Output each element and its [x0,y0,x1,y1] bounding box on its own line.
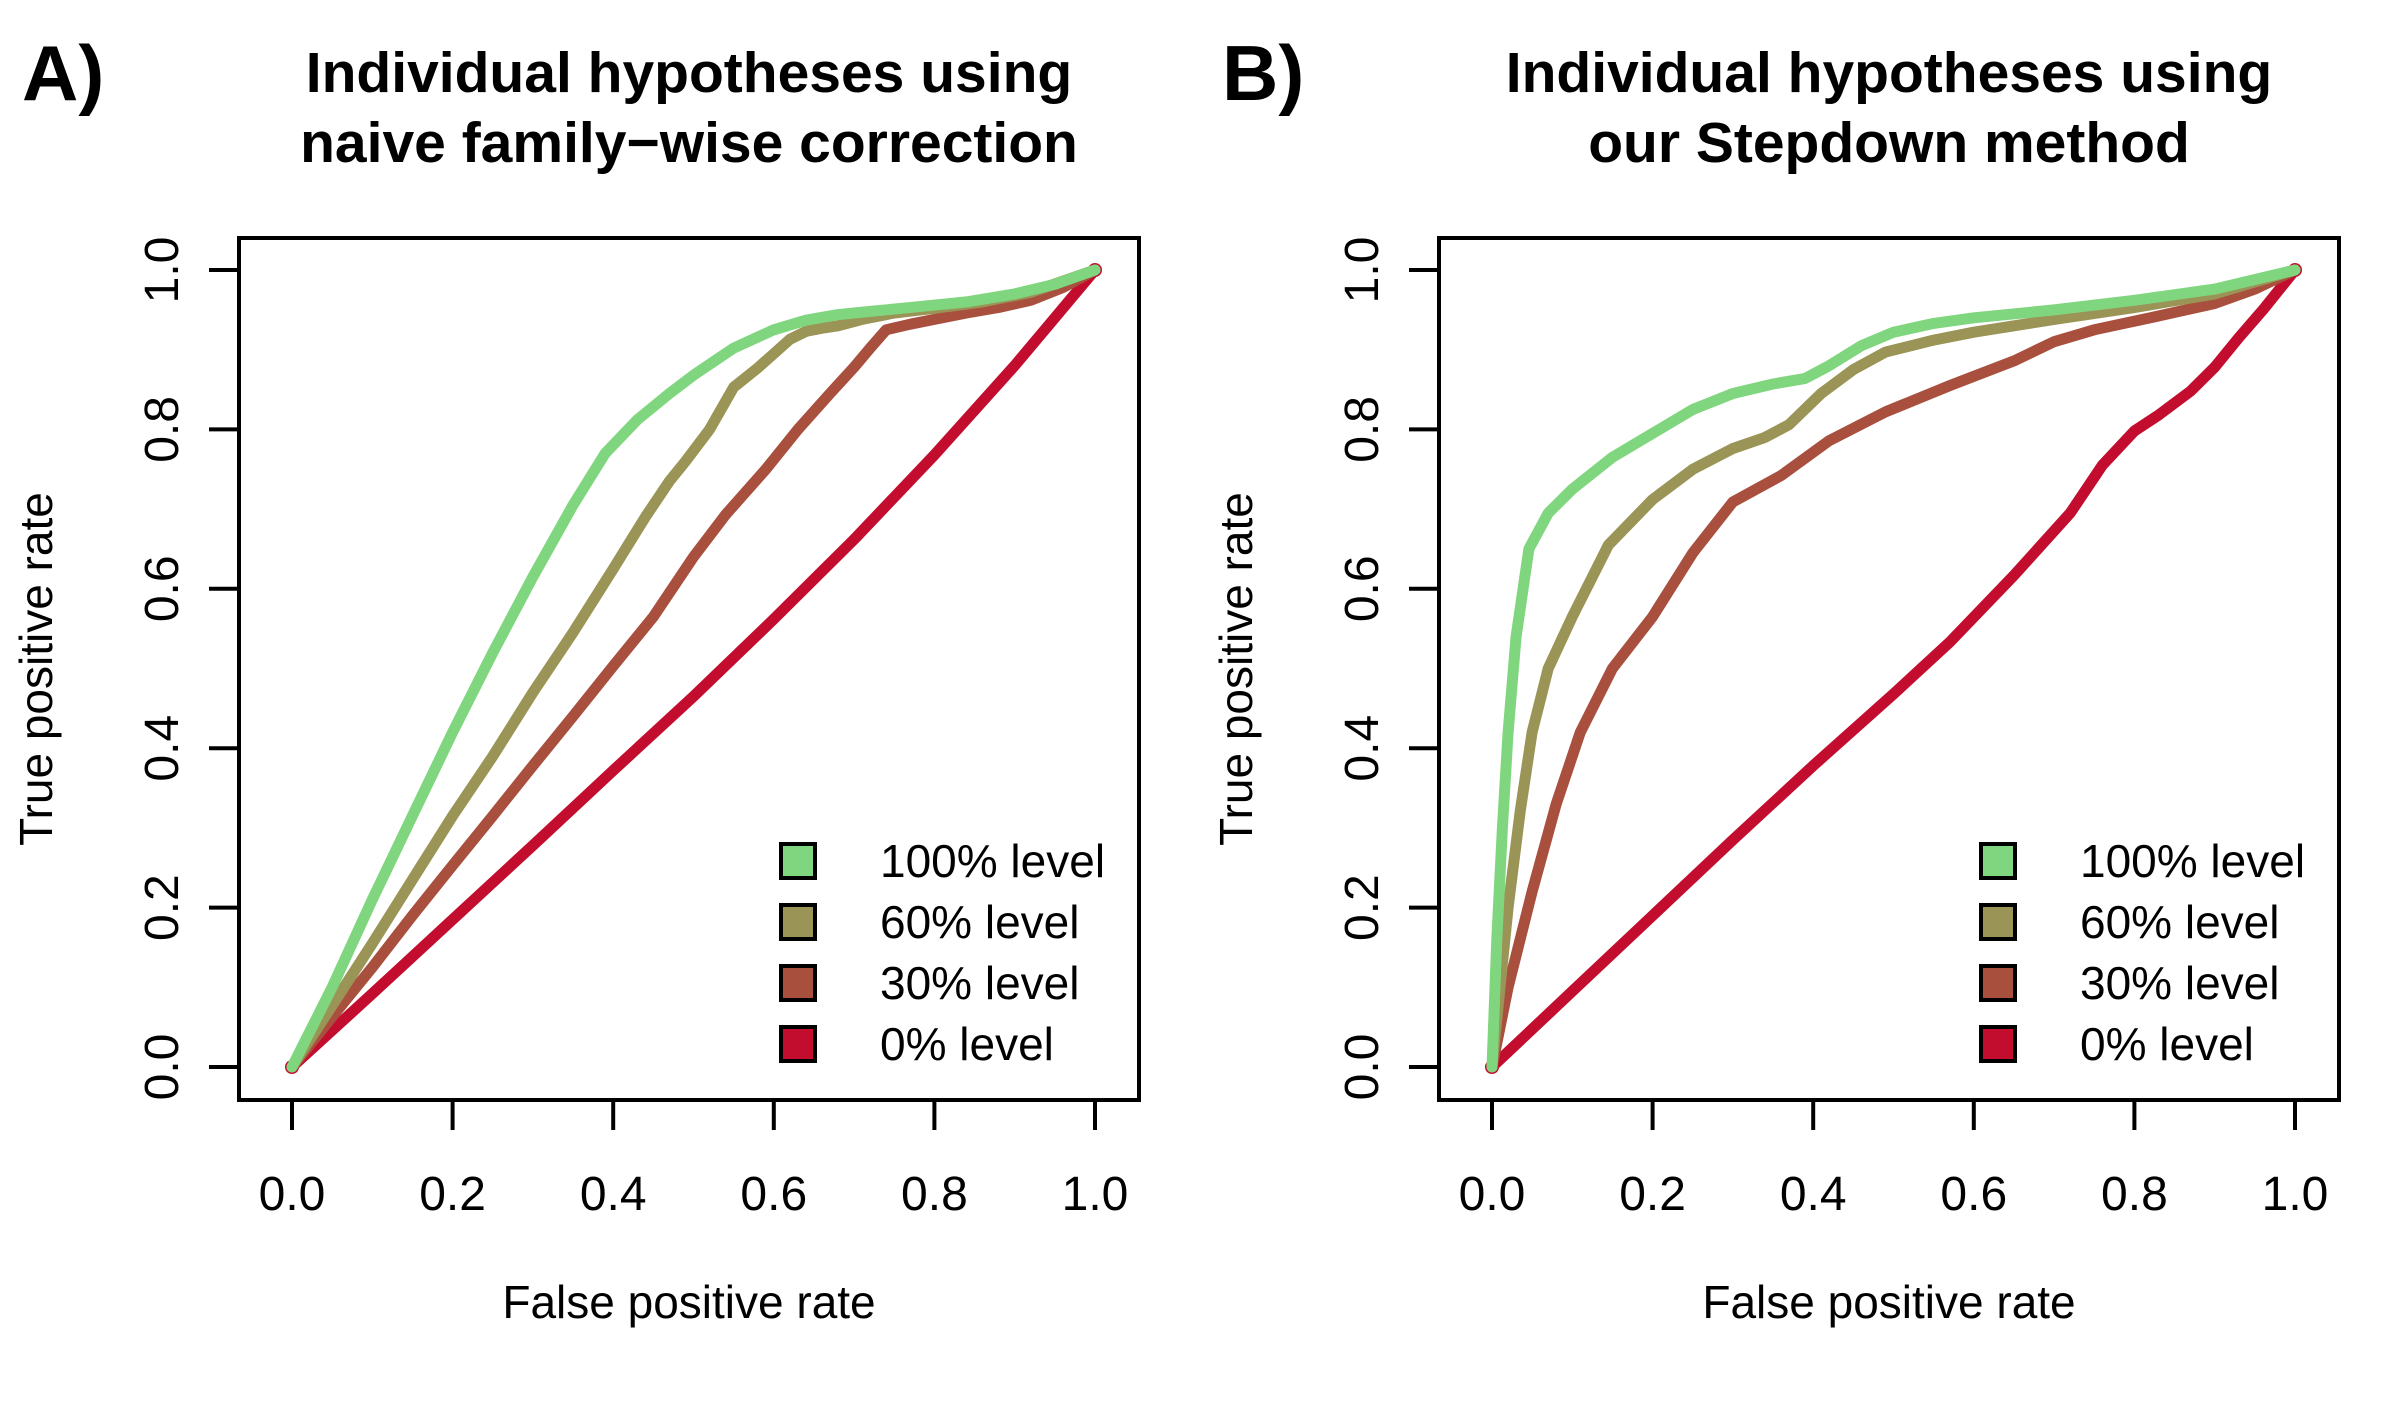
legend-label: 30% level [2080,957,2279,1009]
legend-label: 60% level [880,896,1079,948]
x-tick-label: 0.6 [740,1168,807,1221]
x-axis-title: False positive rate [1702,1276,2075,1328]
x-tick-label: 0.8 [901,1168,968,1221]
x-tick-label: 0.8 [2101,1168,2168,1221]
chart-title-line-1: Individual hypotheses using [306,41,1072,105]
x-tick-label: 0.2 [419,1168,486,1221]
chart-title-line-2: our Stepdown method [1588,111,2190,175]
y-axis-title: True positive rate [10,492,62,846]
y-axis: 0.0 0.2 0.4 0.6 0.8 1.0 [136,237,239,1101]
panel-label: B) [1222,29,1304,117]
legend-swatch-60pct [779,903,817,941]
legend: 100% level 60% level 30% level 0% level [1979,835,2305,1070]
series-lines [1485,263,2302,1074]
y-tick-label: 0.2 [1336,874,1389,941]
x-tick-label: 0.6 [1940,1168,2007,1221]
plot-box [237,236,1141,1102]
roc-curve-30pct [1486,264,2301,1073]
x-tick-label: 0.4 [1780,1168,1847,1221]
x-axis: 0.0 0.2 0.4 0.6 0.8 1.0 [1459,1100,2329,1221]
roc-curve-0pct [1486,264,2301,1073]
x-tick-label: 1.0 [1062,1168,1129,1221]
roc-chart-a: A) Individual hypotheses using naive fam… [10,29,1141,1328]
y-axis: 0.0 0.2 0.4 0.6 0.8 1.0 [1336,237,1439,1101]
roc-chart-b: B) Individual hypotheses using our Stepd… [1210,29,2341,1328]
y-tick-label: 0.6 [136,555,189,622]
chart-title-line-2: naive family−wise correction [300,111,1078,175]
y-tick-label: 1.0 [1336,237,1389,304]
roc-curve-100pct [286,264,1101,1073]
legend-swatch-60pct [1979,903,2017,941]
legend-swatch-100pct [779,842,817,880]
roc-curve-0pct [286,264,1101,1073]
roc-curve-60pct [1486,264,2301,1073]
y-tick-label: 0.0 [136,1034,189,1101]
legend-swatch-30pct [1979,964,2017,1002]
series-lines [285,263,1102,1074]
panel-a: A) Individual hypotheses using naive fam… [0,0,1200,1400]
y-tick-label: 0.8 [136,396,189,463]
x-axis: 0.0 0.2 0.4 0.6 0.8 1.0 [259,1100,1129,1221]
x-tick-label: 1.0 [2262,1168,2329,1221]
legend-swatch-0pct [779,1025,817,1063]
y-tick-label: 0.4 [136,715,189,782]
roc-curve-30pct [286,264,1101,1073]
panel-b: B) Individual hypotheses using our Stepd… [1200,0,2400,1400]
x-axis-title: False positive rate [502,1276,875,1328]
y-tick-label: 0.2 [136,874,189,941]
legend: 100% level 60% level 30% level 0% level [779,835,1105,1070]
legend-label: 60% level [2080,896,2279,948]
roc-curve-100pct [1486,264,2301,1073]
y-tick-label: 0.0 [1336,1034,1389,1101]
y-axis-title: True positive rate [1210,492,1262,846]
x-tick-label: 0.2 [1619,1168,1686,1221]
legend-swatch-100pct [1979,842,2017,880]
legend-label: 0% level [880,1018,1054,1070]
legend-swatch-0pct [1979,1025,2017,1063]
legend-swatch-30pct [779,964,817,1002]
plot-box [1437,236,2341,1102]
y-tick-label: 0.8 [1336,396,1389,463]
x-tick-label: 0.0 [1459,1168,1526,1221]
chart-title-line-1: Individual hypotheses using [1506,41,2272,105]
legend-label: 0% level [2080,1018,2254,1070]
legend-label: 30% level [880,957,1079,1009]
panel-label: A) [22,29,104,117]
y-tick-label: 1.0 [136,237,189,304]
y-tick-label: 0.6 [1336,555,1389,622]
legend-label: 100% level [880,835,1105,887]
x-tick-label: 0.4 [580,1168,647,1221]
y-tick-label: 0.4 [1336,715,1389,782]
x-tick-label: 0.0 [259,1168,326,1221]
legend-label: 100% level [2080,835,2305,887]
